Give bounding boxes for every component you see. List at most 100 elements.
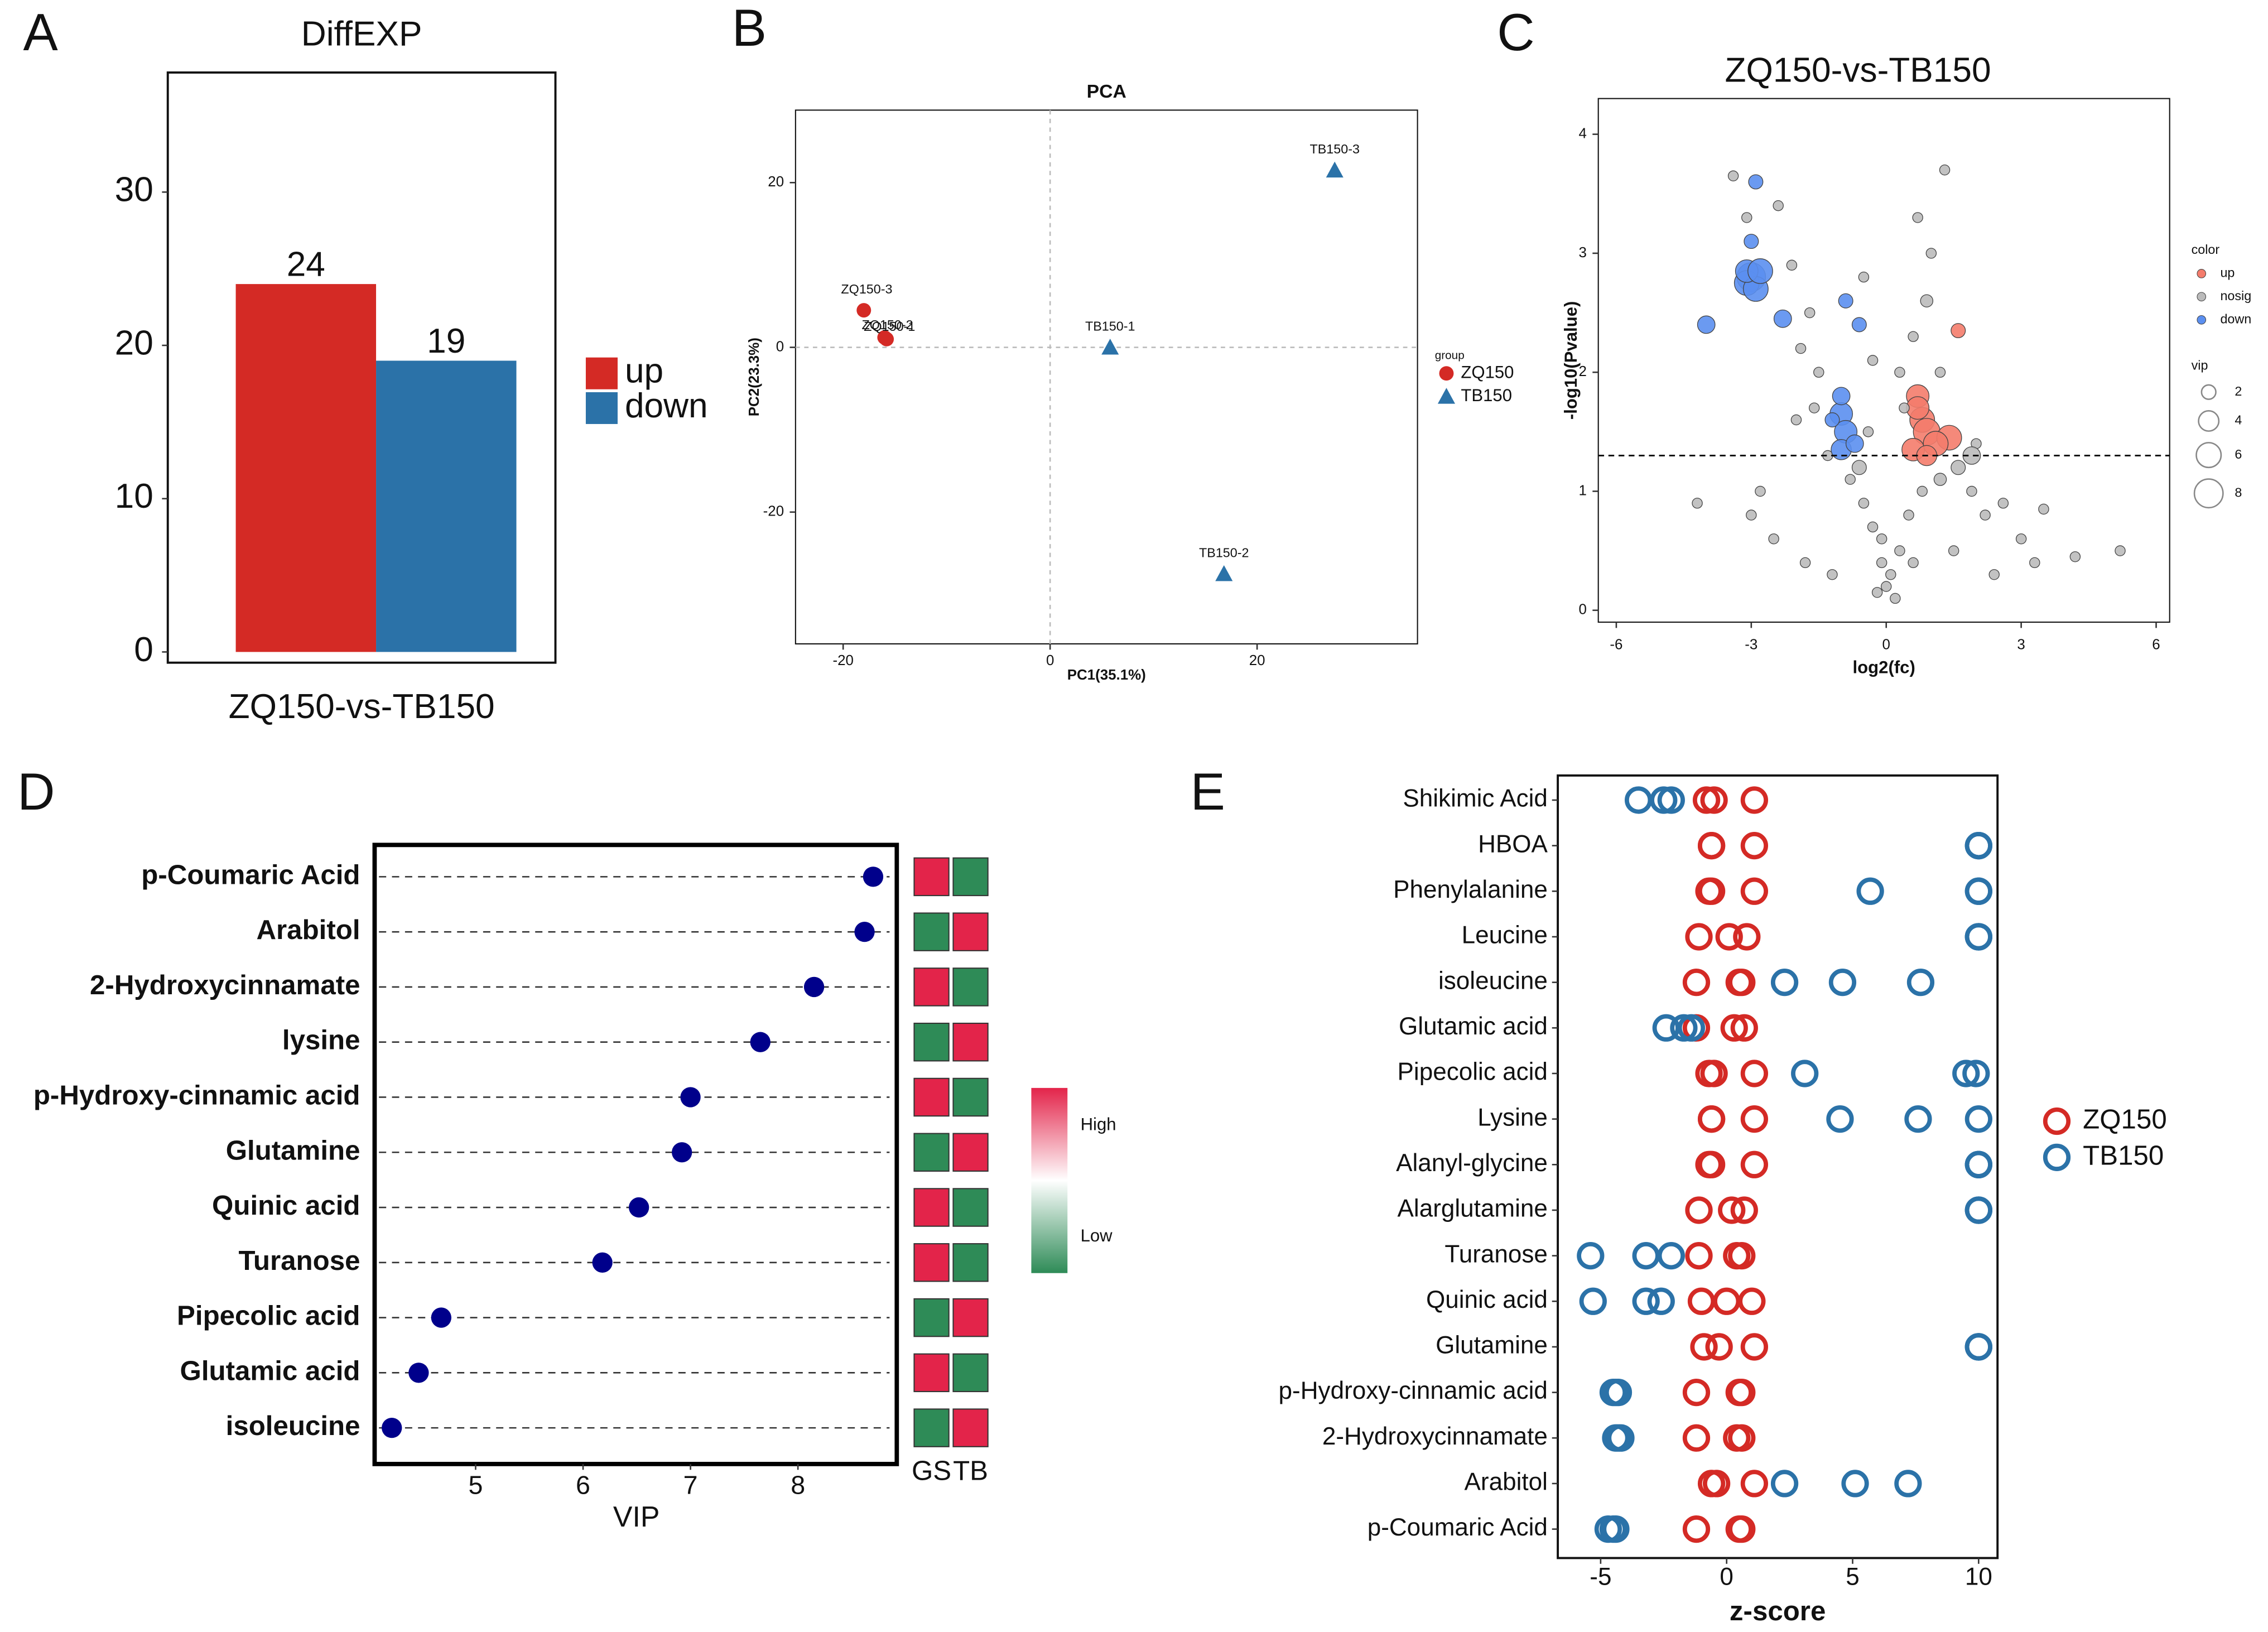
z-point [1730, 1014, 1758, 1042]
legend-swatch [585, 392, 618, 424]
point-label: TB150-1 [1085, 319, 1135, 333]
z-point [1964, 1196, 1992, 1224]
bubble [1773, 200, 1784, 211]
point [856, 303, 871, 318]
x-axis-label: VIP [613, 1500, 660, 1533]
z-point [1728, 1424, 1756, 1452]
lollipop-dot [680, 1087, 701, 1108]
z-point [1964, 832, 1992, 860]
row-label: Glutamic acid [180, 1355, 360, 1386]
z-point [1906, 969, 1935, 996]
z-point [1770, 1470, 1799, 1498]
bar-value-label: 24 [287, 245, 325, 283]
bubble [1951, 460, 1966, 475]
heat-cell [952, 1353, 989, 1393]
z-point [1740, 1060, 1769, 1087]
z-point [1730, 1196, 1758, 1224]
row-label: Leucine [1462, 922, 1548, 949]
bubble [1838, 293, 1853, 309]
x-tick-label: 10 [1965, 1563, 1992, 1590]
lollipop-dot [750, 1032, 771, 1052]
z-point [1740, 1105, 1769, 1133]
plot-frame [1597, 98, 2170, 623]
bubble [2015, 533, 2027, 545]
point-triangle [1326, 161, 1344, 178]
bubble [1925, 248, 1937, 259]
panel-label: B [732, 0, 767, 57]
bubble [1813, 367, 1824, 378]
y-tick-label: 0 [134, 630, 153, 669]
bubble [1871, 587, 1883, 598]
bubble [1948, 545, 1959, 556]
bubble [1697, 315, 1716, 334]
lollipop-dot [382, 1417, 402, 1438]
legend-title: color [2192, 242, 2220, 257]
bubble [2029, 557, 2040, 569]
x-tick-label: -5 [1590, 1563, 1611, 1590]
point [879, 331, 894, 346]
heat-cell [913, 1353, 950, 1393]
heat-cell [952, 1298, 989, 1337]
size-legend-circle [2200, 384, 2217, 400]
row-label: Shikimic Acid [1403, 785, 1548, 812]
z-point [1856, 877, 1884, 905]
heat-cell [913, 1077, 950, 1117]
lollipop-dot [803, 976, 825, 998]
row-label: Turanose [238, 1245, 360, 1276]
bubble [2115, 545, 2126, 556]
x-tick-label: -3 [1745, 637, 1757, 652]
bubble [1917, 485, 1928, 497]
z-point [1826, 1105, 1854, 1133]
x-tick-label: 8 [791, 1471, 805, 1500]
z-point [1657, 786, 1685, 814]
bubble [1727, 170, 1739, 181]
lollipop-dot [629, 1197, 649, 1218]
bubble [1966, 485, 1977, 497]
row-label: Pipecolic acid [177, 1301, 360, 1331]
point-triangle [1101, 338, 1119, 355]
bubble [1845, 474, 1856, 485]
y-tick-label: 1 [1579, 483, 1587, 498]
row-label: Arabitol [1465, 1469, 1548, 1496]
size-legend-circle [2198, 410, 2220, 432]
row-label: Glutamine [226, 1135, 360, 1166]
lollipop-dot [431, 1307, 451, 1328]
z-point [1657, 1241, 1685, 1270]
heat-legend [1031, 1087, 1068, 1273]
bubble [1832, 387, 1851, 406]
bubble [1747, 258, 1773, 284]
bubble [1906, 396, 1930, 420]
z-point [1740, 1150, 1769, 1178]
row-label: p-Hydroxy-cinnamic acid [33, 1080, 360, 1110]
z-point [1687, 1287, 1716, 1315]
plot-frame [372, 843, 899, 1466]
y-tick-label: 4 [1579, 126, 1587, 141]
x-tick-label: 20 [1249, 653, 1265, 668]
heat-column-label: TB [953, 1455, 988, 1486]
lollipop-dot [863, 866, 884, 887]
bubble [1862, 426, 1874, 437]
x-tick-label: 6 [2152, 637, 2160, 652]
heat-cell [913, 857, 950, 897]
bubble [1908, 557, 1919, 569]
lollipop-dot [592, 1252, 613, 1273]
z-point [1702, 1470, 1731, 1498]
bubble [1744, 234, 1759, 249]
x-tick-label: 5 [468, 1471, 483, 1500]
legend-marker [2043, 1143, 2071, 1171]
z-point [1685, 923, 1713, 951]
row-label: Alanyl-glycine [1396, 1149, 1548, 1177]
bubble [1773, 309, 1792, 328]
bubble [1939, 164, 1951, 176]
legend-label: down [625, 387, 708, 425]
y-axis-label: -log10(Pvalue) [1561, 301, 1581, 420]
bubble [1808, 402, 1820, 413]
z-point [1677, 1014, 1706, 1042]
heat-cell [952, 1243, 989, 1282]
size-legend-label: 2 [2235, 384, 2242, 398]
bubble [1824, 412, 1840, 427]
size-legend-title: vip [2192, 358, 2208, 372]
z-point [1740, 1470, 1769, 1498]
bubble [1790, 414, 1802, 426]
plot-frame [166, 71, 557, 664]
